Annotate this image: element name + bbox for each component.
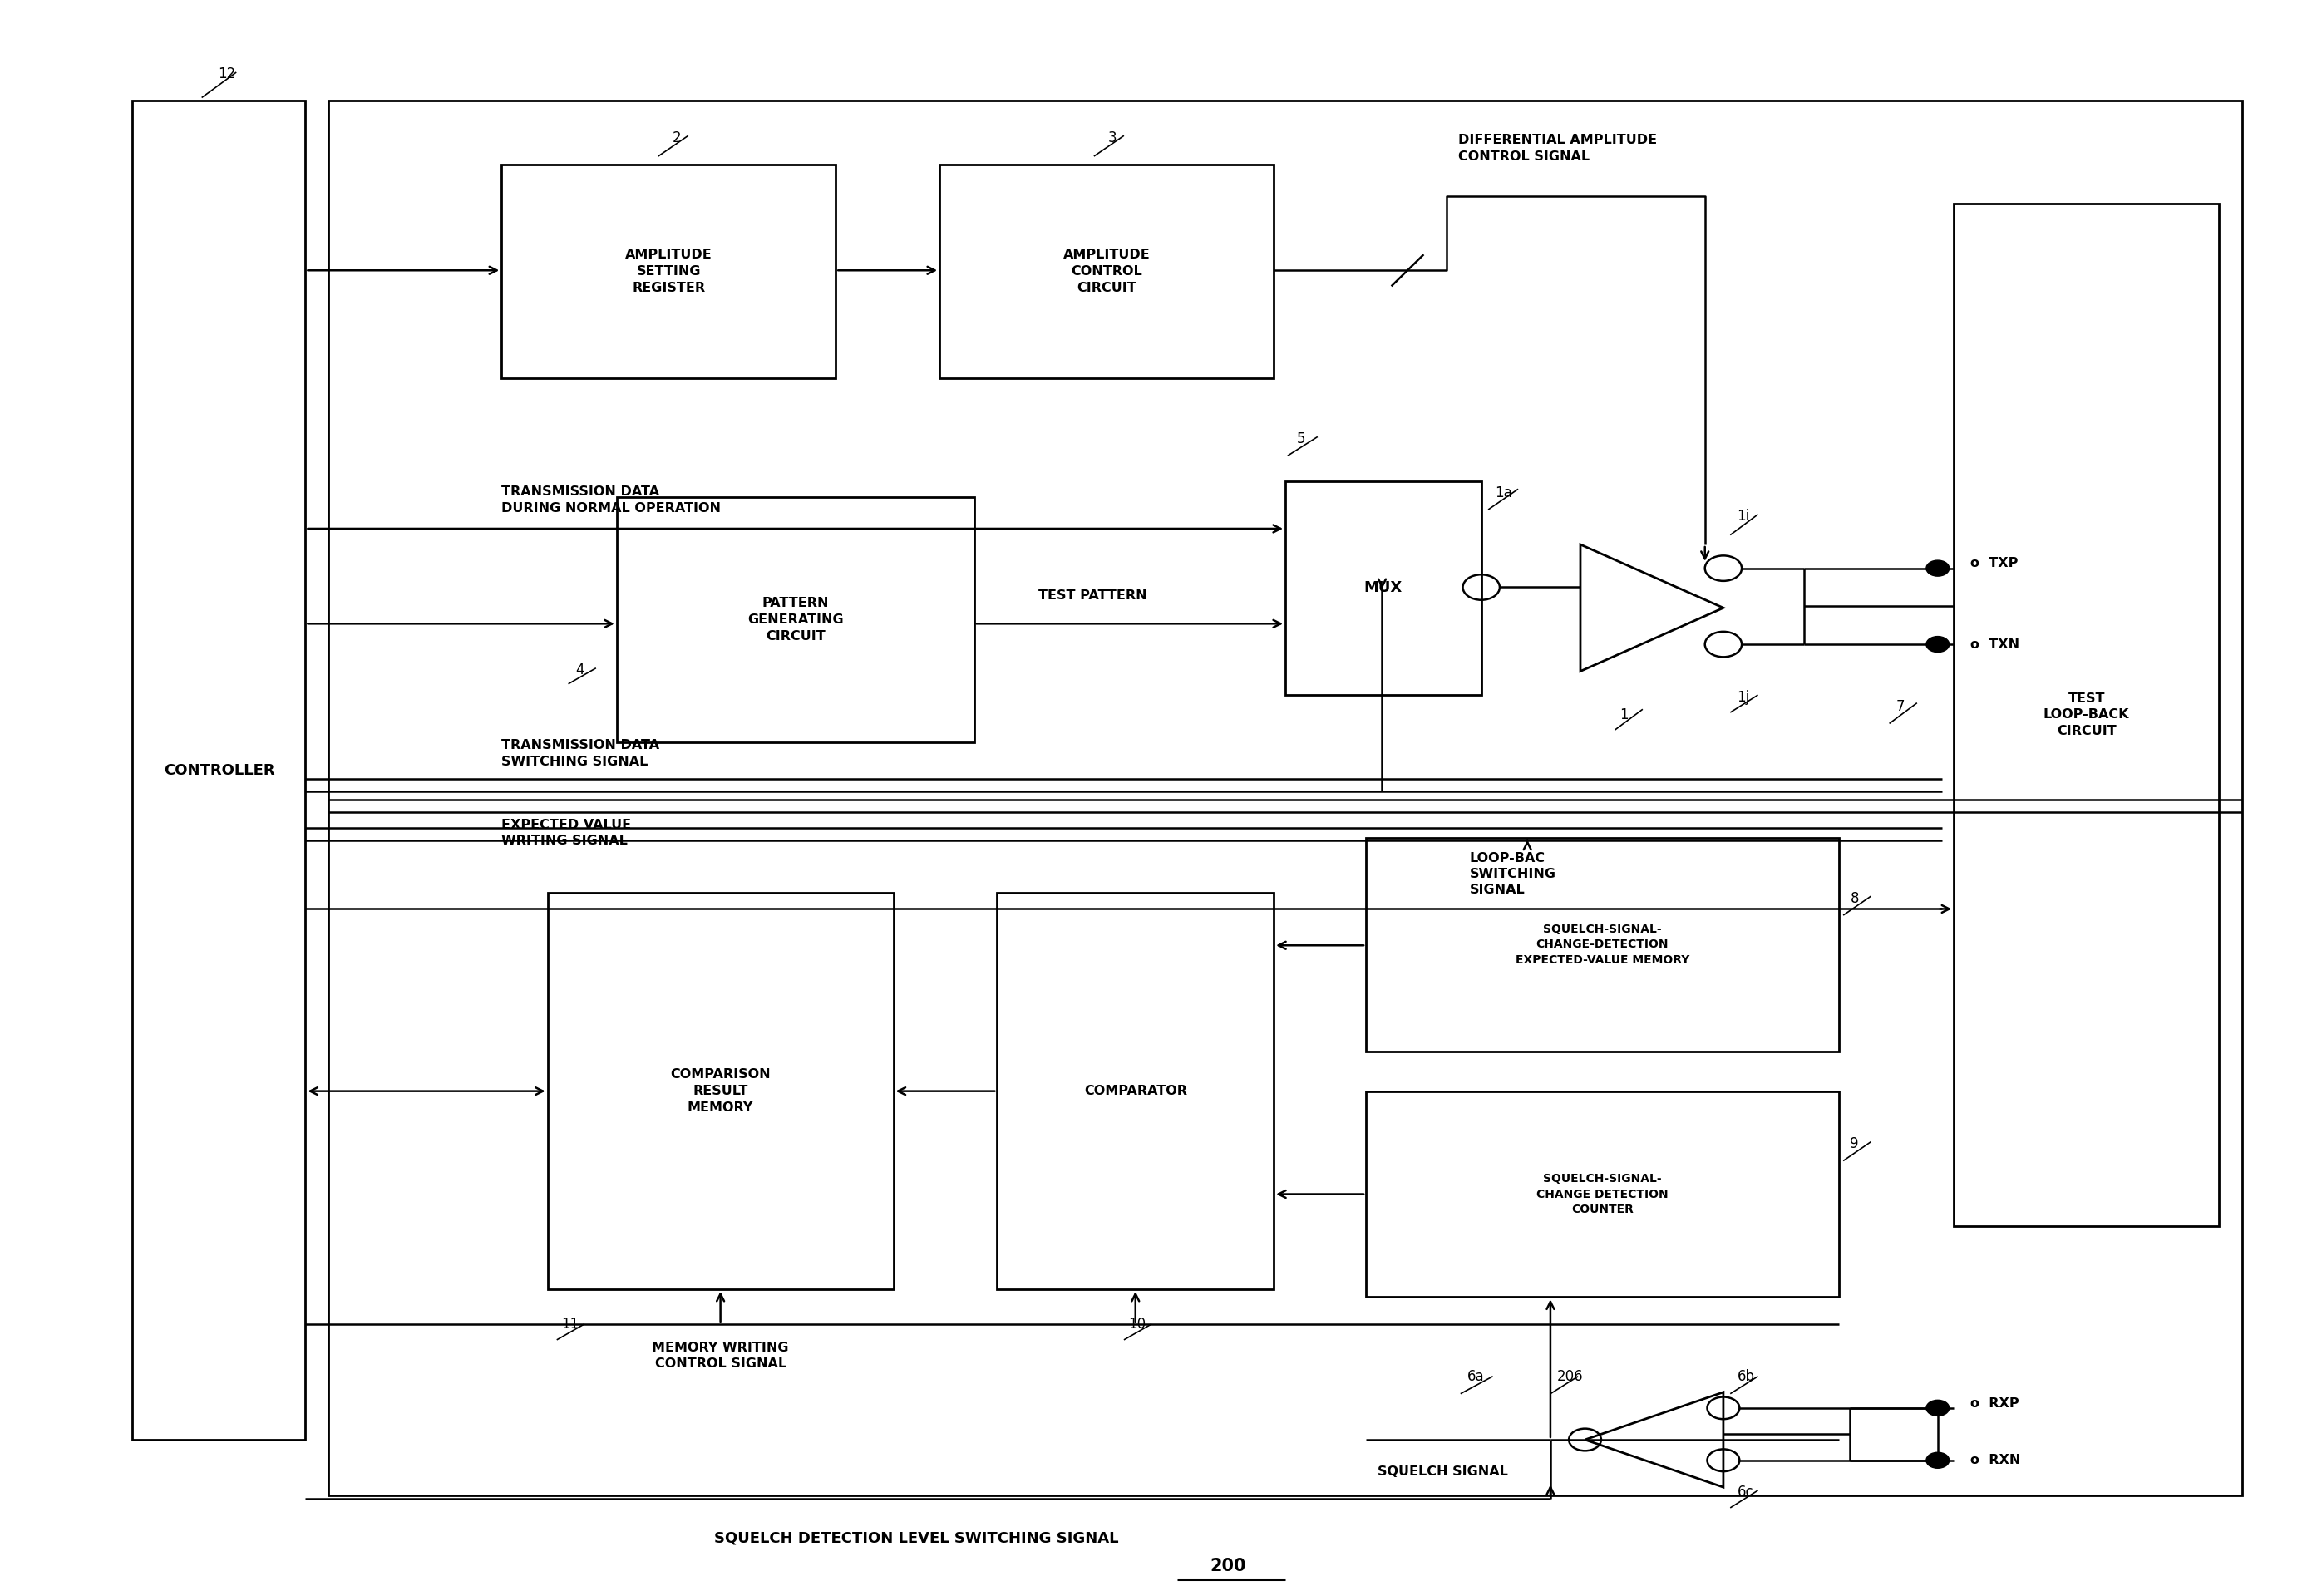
FancyBboxPatch shape bbox=[132, 101, 306, 1440]
Text: AMPLITUDE
CONTROL
CIRCUIT: AMPLITUDE CONTROL CIRCUIT bbox=[1064, 249, 1149, 294]
Text: PATTERN
GENERATING
CIRCUIT: PATTERN GENERATING CIRCUIT bbox=[748, 597, 843, 643]
Text: TRANSMISSION DATA
DURING NORMAL OPERATION: TRANSMISSION DATA DURING NORMAL OPERATIO… bbox=[500, 485, 721, 514]
Text: SQUELCH DETECTION LEVEL SWITCHING SIGNAL: SQUELCH DETECTION LEVEL SWITCHING SIGNAL bbox=[714, 1531, 1119, 1545]
Text: MUX: MUX bbox=[1365, 581, 1402, 595]
Text: 3: 3 bbox=[1108, 131, 1117, 145]
Text: 2: 2 bbox=[672, 131, 681, 145]
Text: AMPLITUDE
SETTING
REGISTER: AMPLITUDE SETTING REGISTER bbox=[626, 249, 711, 294]
Circle shape bbox=[1925, 560, 1949, 576]
Text: 10: 10 bbox=[1128, 1317, 1147, 1333]
Text: LOOP-BAC
SWITCHING
SIGNAL: LOOP-BAC SWITCHING SIGNAL bbox=[1469, 852, 1557, 895]
Text: SQUELCH-SIGNAL-
CHANGE-DETECTION
EXPECTED-VALUE MEMORY: SQUELCH-SIGNAL- CHANGE-DETECTION EXPECTE… bbox=[1515, 924, 1689, 966]
Text: 206: 206 bbox=[1557, 1369, 1583, 1384]
Text: SQUELCH SIGNAL: SQUELCH SIGNAL bbox=[1379, 1465, 1508, 1478]
FancyBboxPatch shape bbox=[1953, 204, 2220, 1226]
Text: 12: 12 bbox=[218, 67, 236, 81]
Text: 6b: 6b bbox=[1738, 1369, 1754, 1384]
FancyBboxPatch shape bbox=[996, 894, 1274, 1290]
Text: COMPARATOR: COMPARATOR bbox=[1084, 1085, 1186, 1098]
Text: DIFFERENTIAL AMPLITUDE
CONTROL SIGNAL: DIFFERENTIAL AMPLITUDE CONTROL SIGNAL bbox=[1457, 134, 1657, 163]
Circle shape bbox=[1925, 637, 1949, 653]
FancyBboxPatch shape bbox=[616, 496, 973, 742]
Text: 1a: 1a bbox=[1494, 485, 1513, 500]
Text: o  RXN: o RXN bbox=[1969, 1454, 2020, 1467]
Text: 6c: 6c bbox=[1738, 1484, 1754, 1500]
FancyBboxPatch shape bbox=[500, 164, 836, 378]
FancyBboxPatch shape bbox=[1367, 838, 1840, 1052]
Circle shape bbox=[1925, 1452, 1949, 1468]
Text: TRANSMISSION DATA
SWITCHING SIGNAL: TRANSMISSION DATA SWITCHING SIGNAL bbox=[500, 739, 660, 768]
Circle shape bbox=[1925, 1400, 1949, 1416]
Text: EXPECTED VALUE
WRITING SIGNAL: EXPECTED VALUE WRITING SIGNAL bbox=[500, 819, 630, 847]
Text: 200: 200 bbox=[1209, 1558, 1247, 1575]
Text: 1j: 1j bbox=[1738, 689, 1749, 704]
Text: o  TXN: o TXN bbox=[1969, 638, 2018, 651]
Text: SQUELCH-SIGNAL-
CHANGE DETECTION
COUNTER: SQUELCH-SIGNAL- CHANGE DETECTION COUNTER bbox=[1536, 1173, 1668, 1215]
Text: 11: 11 bbox=[561, 1317, 579, 1333]
Text: o  RXP: o RXP bbox=[1969, 1396, 2018, 1409]
Text: 4: 4 bbox=[575, 662, 584, 678]
FancyBboxPatch shape bbox=[1367, 1092, 1840, 1298]
Text: 5: 5 bbox=[1298, 431, 1304, 447]
Text: MEMORY WRITING
CONTROL SIGNAL: MEMORY WRITING CONTROL SIGNAL bbox=[651, 1341, 788, 1371]
Text: 8: 8 bbox=[1851, 891, 1858, 907]
Text: CONTROLLER: CONTROLLER bbox=[165, 763, 276, 777]
Text: o  TXP: o TXP bbox=[1969, 557, 2018, 570]
Text: 9: 9 bbox=[1851, 1136, 1858, 1151]
Text: TEST
LOOP-BACK
CIRCUIT: TEST LOOP-BACK CIRCUIT bbox=[2044, 693, 2129, 737]
Text: 1i: 1i bbox=[1738, 509, 1749, 523]
Text: COMPARISON
RESULT
MEMORY: COMPARISON RESULT MEMORY bbox=[670, 1068, 772, 1114]
Text: 7: 7 bbox=[1895, 699, 1905, 713]
Text: TEST PATTERN: TEST PATTERN bbox=[1038, 589, 1147, 602]
Text: 6a: 6a bbox=[1467, 1369, 1485, 1384]
FancyBboxPatch shape bbox=[938, 164, 1274, 378]
FancyBboxPatch shape bbox=[547, 894, 894, 1290]
Text: 1: 1 bbox=[1620, 707, 1629, 721]
FancyBboxPatch shape bbox=[1286, 480, 1481, 694]
